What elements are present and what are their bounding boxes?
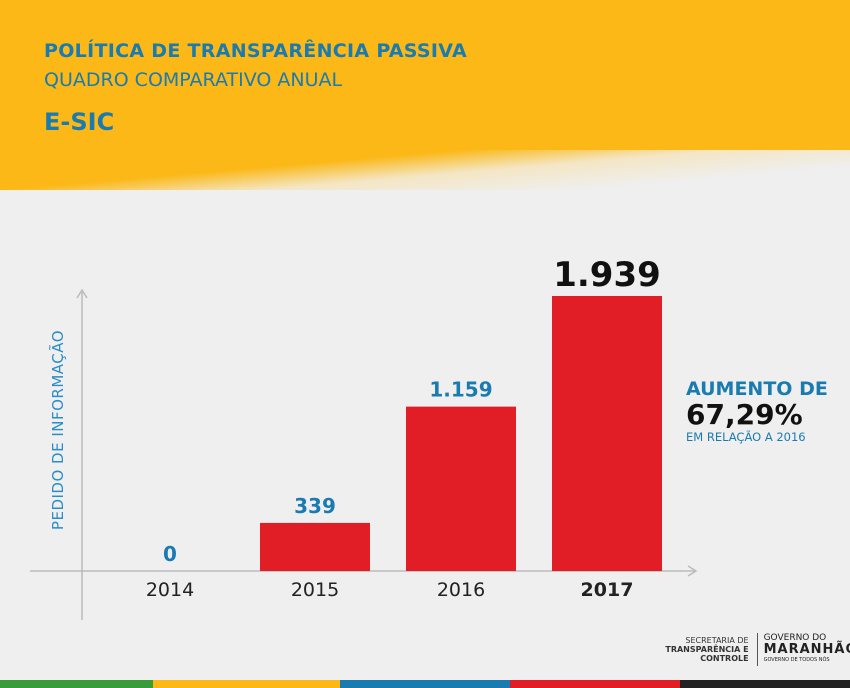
value-label-2015: 339 xyxy=(294,494,336,518)
y-axis-arrow xyxy=(76,288,88,299)
brush-stroke xyxy=(0,150,850,190)
note-line1: AUMENTO DE xyxy=(686,378,828,400)
value-label-2016: 1.159 xyxy=(429,378,492,402)
x-tick-2017: 2017 xyxy=(581,579,634,601)
secretaria-bold-text: TRANSPARÊNCIA E CONTROLE xyxy=(665,644,749,663)
secretaria-logo: SECRETARIA DE TRANSPARÊNCIA E CONTROLE xyxy=(660,635,749,663)
note-value: 67,29% xyxy=(686,398,803,431)
note-line3: EM RELAÇÃO A 2016 xyxy=(686,430,806,444)
governo-logo: GOVERNO DO MARANHÃO GOVERNO DE TODOS NÓS xyxy=(756,632,850,666)
value-label-2014: 0 xyxy=(163,542,177,566)
increase-note: AUMENTO DE 67,29% EM RELAÇÃO A 2016 xyxy=(686,378,828,444)
x-tick-2015: 2015 xyxy=(291,579,339,601)
gov-line3: GOVERNO DE TODOS NÓS xyxy=(763,656,830,663)
secretaria-text: SECRETARIA DE xyxy=(685,635,749,645)
section-title: E-SIC xyxy=(44,108,115,136)
y-axis-label: PEDIDO DE INFORMAÇÃO xyxy=(49,329,67,531)
bottom-color-stripe xyxy=(0,680,850,688)
bar-2016 xyxy=(406,406,516,571)
page-subtitle: QUADRO COMPARATIVO ANUAL xyxy=(44,69,343,91)
page-title: POLÍTICA DE TRANSPARÊNCIA PASSIVA xyxy=(44,40,468,62)
bar-2015 xyxy=(260,522,370,571)
x-axis-arrow xyxy=(687,565,698,577)
x-tick-2016: 2016 xyxy=(437,579,485,601)
footer-logos: SECRETARIA DE TRANSPARÊNCIA E CONTROLE GO… xyxy=(660,626,850,672)
header-band xyxy=(0,0,850,170)
value-label-2017: 1.939 xyxy=(553,255,661,295)
gov-line2: MARANHÃO xyxy=(763,641,850,657)
x-tick-2014: 2014 xyxy=(146,579,194,601)
gov-line1: GOVERNO DO xyxy=(763,632,827,643)
bar-2017 xyxy=(552,296,662,571)
